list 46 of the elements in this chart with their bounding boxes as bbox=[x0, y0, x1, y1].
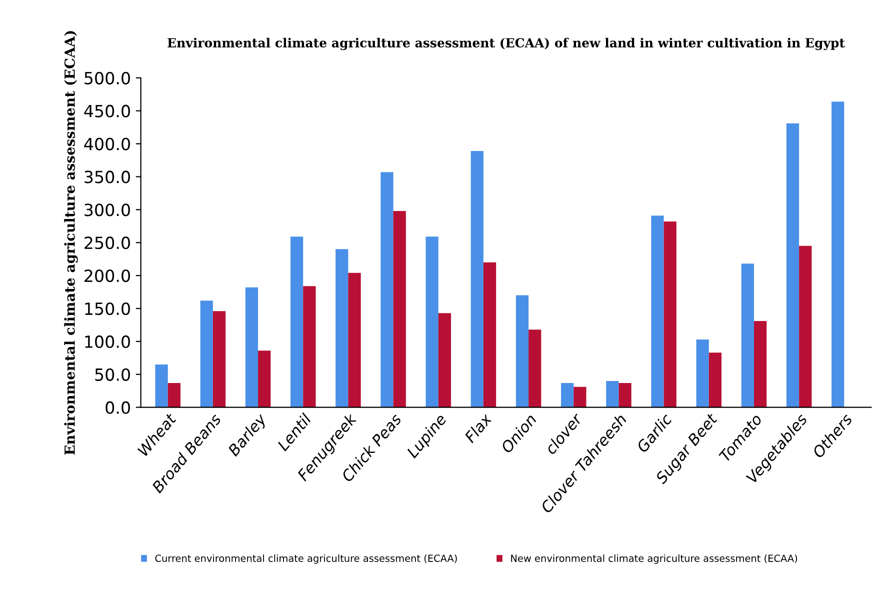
chart-title: Environmental climate agriculture assessment (ECAA) of new land in winter cultivation in Egypt bbox=[168, 38, 845, 50]
bar bbox=[664, 222, 676, 408]
bar bbox=[754, 321, 767, 408]
bar bbox=[348, 272, 361, 408]
bar bbox=[786, 123, 800, 408]
bar bbox=[426, 236, 438, 408]
y-tick-label: 50.0 bbox=[95, 368, 130, 381]
bar bbox=[155, 364, 168, 408]
bar bbox=[516, 295, 529, 408]
bar bbox=[832, 102, 844, 408]
bar bbox=[741, 264, 754, 408]
bar bbox=[245, 287, 258, 408]
y-tick-label: 450.0 bbox=[84, 104, 130, 118]
bar bbox=[393, 210, 406, 408]
y-tick-label: 150.0 bbox=[85, 302, 130, 316]
bar bbox=[258, 350, 271, 408]
bar bbox=[380, 172, 394, 408]
bar bbox=[574, 386, 586, 408]
y-tick-label: 400.0 bbox=[84, 138, 130, 150]
bar bbox=[290, 236, 304, 408]
bar bbox=[708, 352, 722, 408]
y-tick-label: 350.0 bbox=[84, 170, 130, 184]
y-axis-title: Environmental climate agriculture assessment (ECAA) bbox=[64, 31, 78, 455]
bar bbox=[618, 382, 632, 408]
bar bbox=[438, 313, 451, 408]
bar bbox=[336, 249, 348, 408]
y-tick-label: 200.0 bbox=[84, 270, 130, 282]
y-tick-label: 500.0 bbox=[84, 72, 130, 84]
bar bbox=[606, 380, 619, 408]
bar bbox=[483, 262, 496, 408]
bar bbox=[168, 382, 180, 408]
bar bbox=[528, 330, 542, 408]
y-tick-label: 300.0 bbox=[84, 204, 130, 216]
bar bbox=[470, 151, 484, 408]
legend-label: Current environmental climate agriculture assessment (ECAA) bbox=[155, 554, 457, 564]
y-tick-label: 0.0 bbox=[106, 401, 130, 414]
bar bbox=[799, 246, 812, 408]
bar bbox=[696, 339, 709, 408]
bar bbox=[303, 286, 316, 408]
y-tick-label: 250.0 bbox=[84, 236, 130, 250]
bar bbox=[651, 216, 664, 408]
bar bbox=[561, 382, 574, 408]
legend-label: New environmental climate agriculture assessment (ECAA) bbox=[511, 554, 798, 564]
bar bbox=[200, 300, 213, 408]
y-tick-label: 100.0 bbox=[85, 335, 130, 348]
bar bbox=[212, 311, 226, 408]
